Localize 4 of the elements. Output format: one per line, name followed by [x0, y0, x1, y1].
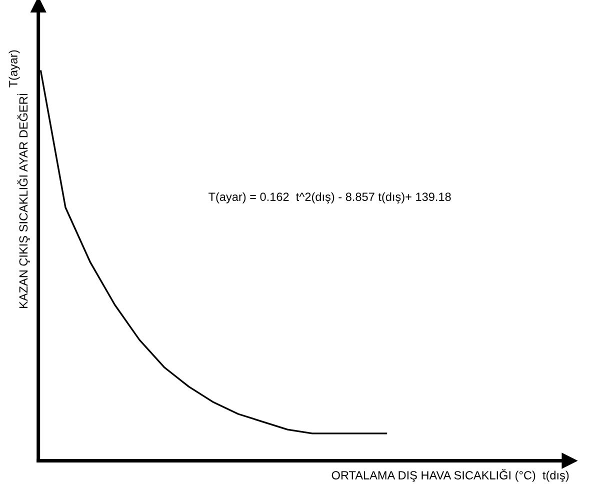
text: T(ayar) [8, 50, 20, 88]
y-axis-title: KAZAN ÇIKIŞ SICAKLIĞI AYAR DEĞERİ [17, 94, 30, 308]
annotation: T(ayar) = 0.162 t^2(dış) - 8.857 t(dış)+ 139.18 [208, 192, 451, 204]
x-axis-title: ORTALAMA DIŞ HAVA SICAKLIĞI (°C) t(dış) [332, 469, 569, 482]
